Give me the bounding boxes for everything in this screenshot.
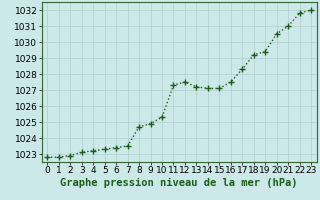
X-axis label: Graphe pression niveau de la mer (hPa): Graphe pression niveau de la mer (hPa) bbox=[60, 178, 298, 188]
